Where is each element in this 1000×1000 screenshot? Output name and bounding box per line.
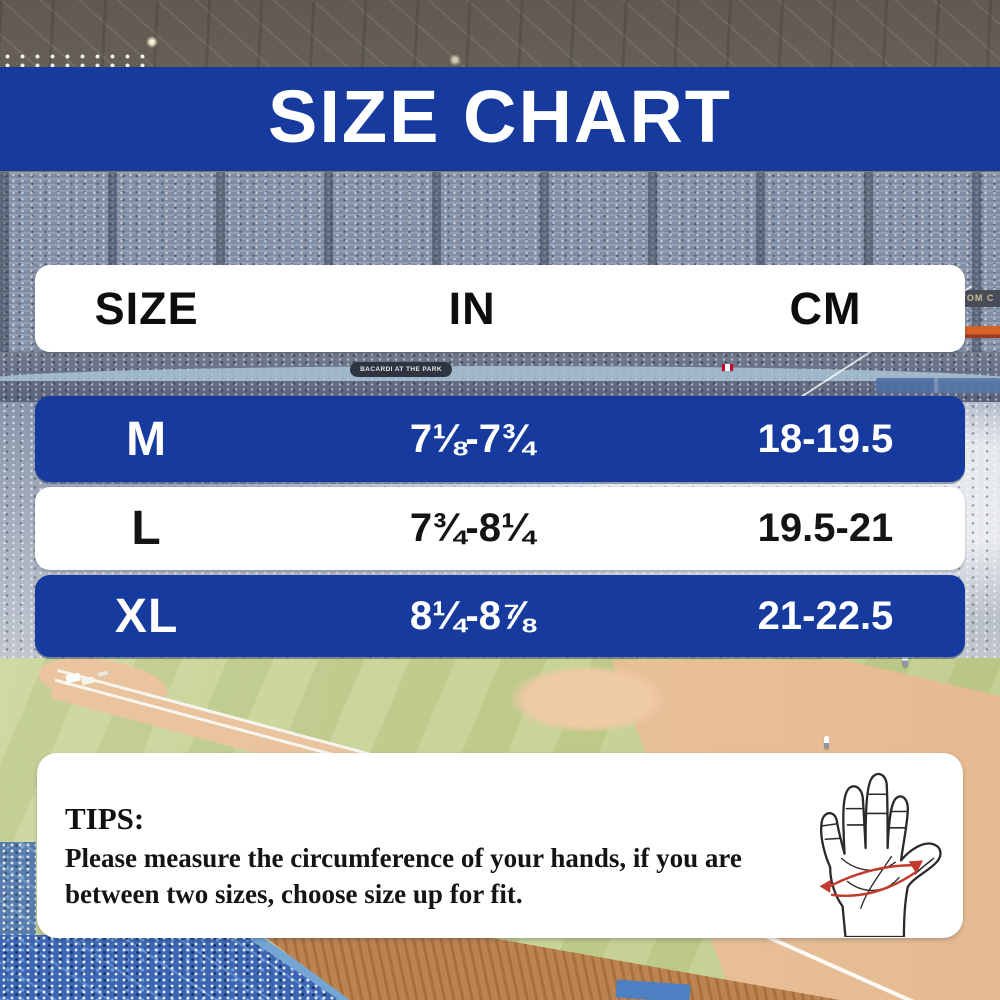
hand-measurement-icon <box>819 772 942 937</box>
left-edge-crowd <box>0 842 36 938</box>
table-header-row: SIZE IN CM <box>35 265 965 352</box>
cm-value: 19.5-21 <box>757 506 894 550</box>
canada-flag <box>722 364 733 371</box>
pitchers-mound <box>512 666 664 732</box>
player-figure <box>824 736 829 749</box>
page-title: SIZE CHART <box>268 75 732 158</box>
title-banner: SIZE CHART <box>0 67 1000 171</box>
bacardi-sign: BACARDI AT THE PARK <box>350 362 452 377</box>
outfield-ad-panels <box>876 378 1000 393</box>
inches-value: 8¼-8⅞ <box>409 593 535 638</box>
size-label: XL <box>114 589 179 643</box>
tips-body-text: Please measure the circumference of your… <box>65 843 742 909</box>
column-header-cm: CM <box>789 282 862 334</box>
facade-light-blue-band <box>0 366 1000 381</box>
table-row-m: M 7⅛-7¾ 18-19.5 <box>35 396 965 482</box>
column-header-in: IN <box>448 282 496 334</box>
inches-value: 7¾-8¼ <box>409 506 535 550</box>
size-label: L <box>131 502 162 555</box>
player-figure <box>902 652 908 667</box>
inches-value: 7⅛-7¾ <box>409 416 535 461</box>
table-row-l: L 7¾-8¼ 19.5-21 <box>35 487 965 570</box>
tips-box: TIPS: Please measure the circumference o… <box>37 753 963 938</box>
cm-value: 18-19.5 <box>757 416 894 461</box>
table-row-xl: XL 8¼-8⅞ 21-22.5 <box>35 575 965 657</box>
column-header-size: SIZE <box>94 282 199 334</box>
stadium-roof-lights <box>0 52 150 68</box>
size-label: M <box>126 412 168 466</box>
cm-value: 21-22.5 <box>757 593 894 638</box>
tips-heading: TIPS: <box>65 801 145 836</box>
